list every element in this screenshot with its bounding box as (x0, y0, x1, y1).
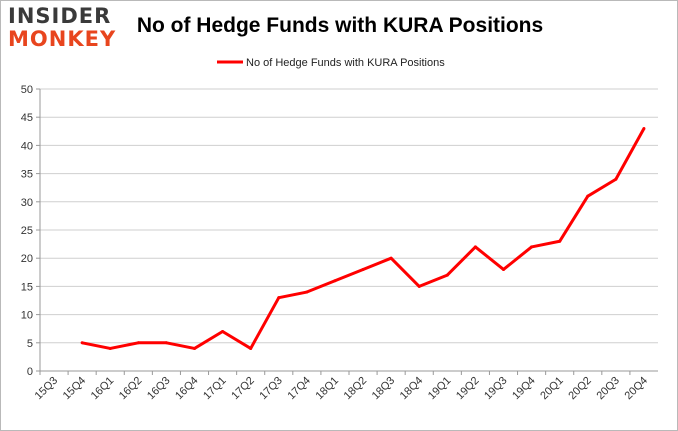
x-tick-label: 19Q2 (454, 375, 482, 403)
x-tick-label: 18Q2 (342, 375, 370, 403)
data-point (164, 341, 168, 345)
data-point (642, 126, 646, 130)
gridlines (36, 88, 658, 372)
y-tick-label: 25 (21, 225, 33, 237)
insider-monkey-logo: INSIDER MONKEY (8, 6, 128, 50)
x-tick-label: 18Q4 (398, 375, 426, 403)
x-tick-label: 16Q1 (89, 375, 117, 403)
y-tick-label: 50 (21, 84, 33, 96)
x-tick-label: 19Q1 (426, 375, 454, 403)
legend-label: No of Hedge Funds with KURA Positions (246, 57, 445, 69)
x-tick-labels: 15Q3 15Q4 16Q1 16Q2 16Q3 16Q4 17Q1 17Q2 17Q3 17Q4… (33, 371, 650, 402)
data-point (473, 245, 477, 249)
x-tick-label: 16Q3 (145, 375, 173, 403)
data-point (80, 341, 84, 345)
data-point (614, 177, 618, 181)
x-tick-label: 17Q2 (229, 375, 257, 403)
data-point (502, 267, 505, 271)
data-point (586, 194, 590, 198)
series-group (80, 126, 646, 350)
data-point (221, 330, 225, 334)
x-tick-label: 16Q2 (117, 375, 145, 403)
y-tick-label: 0 (27, 366, 33, 378)
x-tick-label: 19Q4 (510, 375, 538, 403)
x-tick-label: 17Q1 (201, 375, 229, 403)
x-tick-label: 17Q3 (257, 375, 285, 403)
x-tick-label: 19Q3 (482, 375, 510, 403)
x-tick-label: 15Q3 (33, 375, 61, 403)
x-tick-label: 15Q4 (61, 375, 89, 403)
x-tick-label: 20Q3 (594, 375, 622, 403)
data-point (389, 256, 393, 260)
x-tick-label: 17Q4 (285, 375, 313, 403)
data-point (333, 279, 337, 283)
y-tick-label: 40 (21, 140, 33, 152)
data-point (530, 245, 534, 249)
x-tick-label: 20Q1 (538, 375, 566, 403)
y-tick-label: 5 (27, 338, 33, 350)
data-point (108, 346, 112, 350)
y-tick-label: 10 (21, 310, 33, 322)
y-tick-label: 45 (21, 112, 33, 124)
data-point (361, 267, 365, 271)
x-tick-label: 18Q3 (370, 375, 398, 403)
logo-line-2: MONKEY (8, 27, 117, 51)
y-tick-label: 20 (21, 253, 33, 265)
data-point (445, 273, 449, 277)
y-tick-labels: 0 5 10 15 20 25 30 35 40 45 50 (21, 84, 33, 378)
chart-title: No of Hedge Funds with KURA Positions (136, 14, 544, 37)
legend: No of Hedge Funds with KURA Positions (217, 57, 445, 69)
data-point (249, 346, 253, 350)
data-point (193, 346, 196, 350)
x-tick-label: 20Q4 (623, 375, 651, 403)
data-point (136, 341, 140, 345)
data-point (417, 284, 421, 288)
data-point (558, 239, 562, 243)
data-point (305, 290, 309, 294)
data-point (277, 296, 281, 300)
y-tick-label: 35 (21, 169, 33, 181)
x-tick-label: 20Q2 (566, 375, 594, 403)
x-tick-label: 16Q4 (173, 375, 201, 403)
series-line (81, 127, 646, 350)
logo-line-1: INSIDER (8, 4, 112, 28)
y-tick-label: 30 (21, 197, 33, 209)
y-tick-label: 15 (21, 281, 33, 293)
x-tick-label: 18Q1 (314, 375, 342, 403)
